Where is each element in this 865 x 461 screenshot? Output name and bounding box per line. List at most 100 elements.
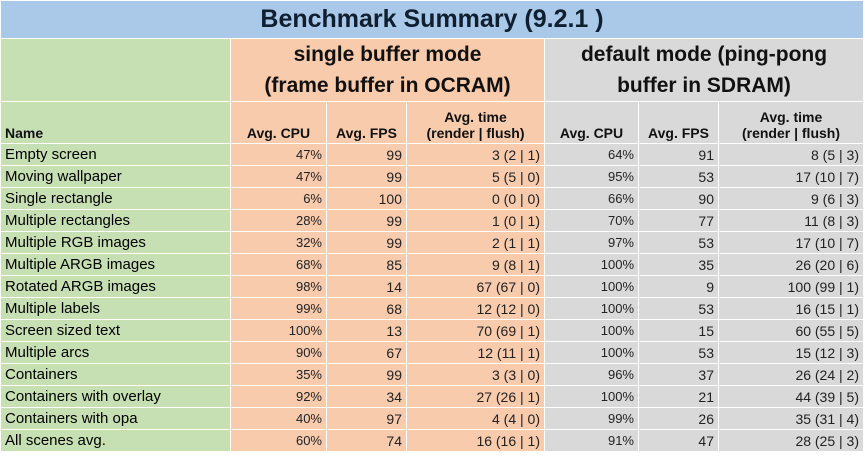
cell-single-fps: 99 xyxy=(326,143,407,166)
table-row: Containers with overlay 92% 34 27 (26 | 1) 1… xyxy=(0,385,864,408)
cell-single-fps: 85 xyxy=(326,253,407,276)
cell-default-fps: 37 xyxy=(638,363,719,386)
col-header-default-fps: Avg. FPS xyxy=(638,101,719,144)
cell-default-time: 35 (31 | 4) xyxy=(718,407,864,430)
cell-default-time: 17 (10 | 7) xyxy=(718,231,864,254)
table-row: Rotated ARGB images 98% 14 67 (67 | 0) 100% 9… xyxy=(0,275,864,298)
cell-name: All scenes avg. xyxy=(0,429,231,452)
cell-name: Multiple arcs xyxy=(0,341,231,364)
cell-single-time: 4 (4 | 0) xyxy=(406,407,545,430)
table-row: Empty screen 47% 99 3 (2 | 1) 64% 91 8 (5 | 3) xyxy=(0,143,864,166)
cell-single-fps: 99 xyxy=(326,231,407,254)
cell-single-cpu: 47% xyxy=(230,143,327,166)
column-header-row: Name Avg. CPU Avg. FPS Avg. time (render… xyxy=(0,101,864,144)
table-row: Moving wallpaper 47% 99 5 (5 | 0) 95% 53 17 (1… xyxy=(0,165,864,188)
cell-single-time: 16 (16 | 1) xyxy=(406,429,545,452)
cell-single-time: 67 (67 | 0) xyxy=(406,275,545,298)
cell-name: Rotated ARGB images xyxy=(0,275,231,298)
cell-default-cpu: 100% xyxy=(544,385,639,408)
cell-single-fps: 97 xyxy=(326,407,407,430)
table-row: Multiple arcs 90% 67 12 (11 | 1) 100% 53 15 (1… xyxy=(0,341,864,364)
cell-single-time: 0 (0 | 0) xyxy=(406,187,545,210)
cell-single-cpu: 60% xyxy=(230,429,327,452)
cell-single-cpu: 99% xyxy=(230,297,327,320)
cell-single-cpu: 28% xyxy=(230,209,327,232)
cell-name: Containers with opa xyxy=(0,407,231,430)
col-header-single-fps: Avg. FPS xyxy=(326,101,407,144)
cell-default-cpu: 99% xyxy=(544,407,639,430)
cell-single-cpu: 100% xyxy=(230,319,327,342)
default-mode-header: default mode (ping-pong buffer in SDRAM) xyxy=(544,38,864,102)
cell-single-time: 2 (1 | 1) xyxy=(406,231,545,254)
cell-default-cpu: 100% xyxy=(544,319,639,342)
cell-default-fps: 53 xyxy=(638,341,719,364)
cell-default-fps: 47 xyxy=(638,429,719,452)
cell-default-fps: 77 xyxy=(638,209,719,232)
col-header-default-cpu: Avg. CPU xyxy=(544,101,639,144)
cell-default-time: 28 (25 | 3) xyxy=(718,429,864,452)
cell-single-fps: 74 xyxy=(326,429,407,452)
cell-single-time: 12 (12 | 0) xyxy=(406,297,545,320)
col-header-single-cpu: Avg. CPU xyxy=(230,101,327,144)
cell-single-cpu: 98% xyxy=(230,275,327,298)
cell-default-cpu: 100% xyxy=(544,297,639,320)
table-row: Multiple ARGB images 68% 85 9 (8 | 1) 100% 35… xyxy=(0,253,864,276)
name-header-spacer xyxy=(0,38,231,102)
cell-single-cpu: 92% xyxy=(230,385,327,408)
col-header-single-time: Avg. time (render | flush) xyxy=(406,101,545,144)
cell-default-fps: 90 xyxy=(638,187,719,210)
cell-default-time: 11 (8 | 3) xyxy=(718,209,864,232)
table-row: Multiple labels 99% 68 12 (12 | 0) 100% 53 16 … xyxy=(0,297,864,320)
cell-default-time: 15 (12 | 3) xyxy=(718,341,864,364)
cell-default-time: 60 (55 | 5) xyxy=(718,319,864,342)
title-row: Benchmark Summary (9.2.1 ) xyxy=(0,0,864,39)
cell-single-fps: 13 xyxy=(326,319,407,342)
cell-default-cpu: 97% xyxy=(544,231,639,254)
cell-default-time: 26 (24 | 2) xyxy=(718,363,864,386)
single-mode-line2: (frame buffer in OCRAM) xyxy=(264,74,511,97)
cell-single-cpu: 6% xyxy=(230,187,327,210)
cell-default-time: 17 (10 | 7) xyxy=(718,165,864,188)
cell-single-fps: 99 xyxy=(326,363,407,386)
cell-name: Containers with overlay xyxy=(0,385,231,408)
col-header-time-line1: Avg. time xyxy=(759,109,823,125)
cell-single-fps: 68 xyxy=(326,297,407,320)
cell-single-cpu: 90% xyxy=(230,341,327,364)
cell-default-time: 26 (20 | 6) xyxy=(718,253,864,276)
cell-default-cpu: 95% xyxy=(544,165,639,188)
cell-default-fps: 15 xyxy=(638,319,719,342)
cell-default-cpu: 66% xyxy=(544,187,639,210)
cell-single-time: 3 (3 | 0) xyxy=(406,363,545,386)
cell-default-time: 100 (99 | 1) xyxy=(718,275,864,298)
cell-single-time: 9 (8 | 1) xyxy=(406,253,545,276)
table-row: Containers 35% 99 3 (3 | 0) 96% 37 26 (24 | 2) xyxy=(0,363,864,386)
cell-single-fps: 14 xyxy=(326,275,407,298)
col-header-name: Name xyxy=(0,101,231,144)
cell-single-fps: 99 xyxy=(326,165,407,188)
cell-name: Moving wallpaper xyxy=(0,165,231,188)
col-header-time-line2: (render | flush) xyxy=(426,125,525,141)
default-mode-line1: default mode (ping-pong xyxy=(580,43,828,66)
cell-default-time: 44 (39 | 5) xyxy=(718,385,864,408)
cell-default-fps: 21 xyxy=(638,385,719,408)
cell-default-cpu: 100% xyxy=(544,253,639,276)
cell-default-cpu: 91% xyxy=(544,429,639,452)
cell-name: Single rectangle xyxy=(0,187,231,210)
cell-default-cpu: 64% xyxy=(544,143,639,166)
table-row: Screen sized text 100% 13 70 (69 | 1) 100% 15… xyxy=(0,319,864,342)
cell-name: Screen sized text xyxy=(0,319,231,342)
cell-default-time: 8 (5 | 3) xyxy=(718,143,864,166)
cell-single-cpu: 40% xyxy=(230,407,327,430)
cell-single-time: 27 (26 | 1) xyxy=(406,385,545,408)
table-row: Multiple RGB images 32% 99 2 (1 | 1) 97% 53 17… xyxy=(0,231,864,254)
default-mode-line2: buffer in SDRAM) xyxy=(617,74,791,97)
cell-default-fps: 26 xyxy=(638,407,719,430)
cell-default-fps: 35 xyxy=(638,253,719,276)
cell-single-time: 12 (11 | 1) xyxy=(406,341,545,364)
cell-default-cpu: 70% xyxy=(544,209,639,232)
cell-single-cpu: 68% xyxy=(230,253,327,276)
cell-default-fps: 9 xyxy=(638,275,719,298)
cell-default-fps: 53 xyxy=(638,231,719,254)
single-buffer-mode-header: single buffer mode (frame buffer in OCRA… xyxy=(230,38,545,102)
table-row: Containers with opa 40% 97 4 (4 | 0) 99% 26 35… xyxy=(0,407,864,430)
